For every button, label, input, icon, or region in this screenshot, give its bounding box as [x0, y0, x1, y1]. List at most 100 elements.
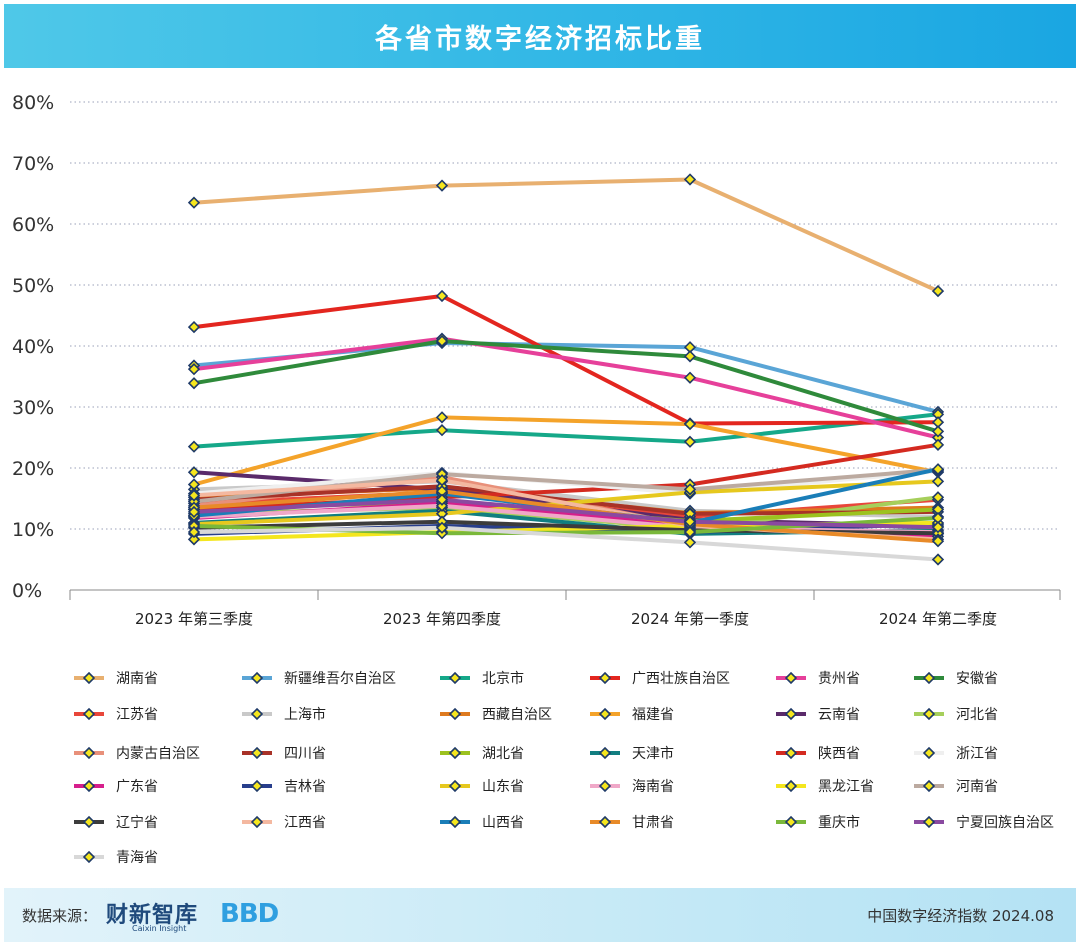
y-tick-label: 30% — [12, 397, 54, 419]
legend-label: 辽宁省 — [116, 814, 158, 831]
data-point — [435, 179, 449, 192]
legend-item: 浙江省 — [914, 746, 998, 762]
series-lines — [192, 177, 940, 562]
series-line — [192, 339, 940, 434]
legend-item: 天津市 — [590, 745, 674, 762]
legend-label: 河北省 — [956, 707, 998, 723]
legend-item: 陕西省 — [776, 746, 860, 762]
legend-label: 浙江省 — [956, 746, 998, 762]
data-point — [683, 515, 697, 528]
data-point — [187, 320, 201, 334]
data-point — [931, 284, 945, 298]
legend-marker — [922, 671, 936, 685]
y-tick-label: 20% — [12, 458, 54, 480]
x-tick-label: 2024 年第一季度 — [631, 610, 749, 628]
report-name: 中国数字经济指数 2024.08 — [867, 907, 1054, 925]
y-tick-label: 0% — [12, 580, 42, 602]
data-point — [931, 553, 945, 566]
legend-marker — [82, 779, 96, 793]
data-point — [683, 371, 697, 384]
data-point — [931, 438, 945, 451]
y-tick-label: 40% — [12, 336, 54, 358]
legend-marker — [448, 671, 462, 685]
legend-label: 山西省 — [482, 815, 524, 831]
legend-item: 新疆维吾尔自治区 — [242, 671, 396, 687]
legend-label: 江苏省 — [116, 707, 158, 723]
legend-label: 广西壮族自治区 — [632, 671, 730, 687]
y-tick-label: 50% — [12, 275, 54, 297]
data-point — [931, 463, 945, 476]
legend-label: 北京市 — [482, 670, 524, 687]
legend-marker — [784, 707, 798, 721]
data-point — [435, 334, 449, 348]
data-point — [931, 535, 945, 548]
legend-marker — [82, 850, 96, 864]
legend-marker — [922, 815, 936, 829]
data-point — [435, 424, 449, 437]
legend-marker — [82, 707, 96, 721]
data-point — [683, 435, 697, 448]
data-point — [931, 521, 945, 534]
data-point — [931, 491, 945, 504]
legend-item: 福建省 — [590, 707, 674, 723]
data-point — [931, 425, 945, 438]
x-tick-label: 2023 年第三季度 — [135, 610, 253, 628]
legend-item: 辽宁省 — [74, 814, 158, 831]
data-point — [187, 505, 201, 519]
legend-item: 青海省 — [74, 850, 158, 866]
legend-label: 贵州省 — [818, 671, 860, 687]
legend-marker — [598, 815, 612, 829]
legend-marker — [250, 671, 264, 685]
data-point — [683, 173, 697, 186]
legend-marker — [784, 746, 798, 760]
legend-marker — [250, 746, 264, 760]
legend-marker — [448, 779, 462, 793]
data-point — [931, 475, 945, 488]
legend-label: 新疆维吾尔自治区 — [284, 671, 396, 687]
legend-marker — [598, 746, 612, 760]
legend-label: 福建省 — [632, 707, 674, 723]
legend-label: 云南省 — [818, 707, 860, 723]
series-line — [192, 336, 940, 440]
data-point — [187, 196, 201, 209]
legend-marker — [598, 779, 612, 793]
legend-item: 河北省 — [914, 707, 998, 723]
legend-marker — [448, 707, 462, 721]
y-tick-label: 70% — [12, 153, 54, 175]
legend-label: 湖南省 — [116, 671, 158, 687]
x-tick-label: 2024 年第二季度 — [879, 610, 997, 628]
legend-marker — [598, 707, 612, 721]
legend-marker — [250, 707, 264, 721]
legend-marker — [250, 779, 264, 793]
legend-label: 山东省 — [482, 779, 524, 795]
legend-item: 四川省 — [242, 746, 326, 762]
legend-item: 甘肃省 — [590, 815, 674, 831]
legend-item: 广西壮族自治区 — [590, 671, 730, 687]
chart-title: 各省市数字经济招标比重 — [375, 23, 705, 55]
series-line — [192, 177, 940, 294]
series-line — [192, 525, 940, 562]
legend-marker — [448, 746, 462, 760]
data-point — [435, 493, 449, 506]
legend-item: 贵州省 — [776, 671, 860, 687]
legend-marker — [448, 815, 462, 829]
legend-marker — [922, 707, 936, 721]
legend-item: 广东省 — [74, 779, 158, 795]
series-line — [192, 415, 940, 487]
legend-item: 山西省 — [440, 815, 524, 831]
legend-item: 江西省 — [242, 815, 326, 831]
legend-item: 吉林省 — [242, 779, 326, 795]
y-tick-label: 60% — [12, 214, 54, 236]
data-points — [187, 173, 945, 566]
legend-item: 黑龙江省 — [776, 779, 874, 795]
series-line — [192, 489, 940, 544]
legend-marker — [82, 815, 96, 829]
legend-marker — [922, 779, 936, 793]
x-axis: 2023 年第三季度 2023 年第四季度 2024 年第一季度 2024 年第二季度 — [69, 589, 1061, 628]
bbd-logo: BBD — [220, 899, 279, 929]
legend-label: 甘肃省 — [632, 815, 674, 831]
legend-label: 江西省 — [284, 815, 326, 831]
legend-item: 内蒙古自治区 — [74, 746, 200, 762]
y-gridlines — [70, 101, 1060, 530]
